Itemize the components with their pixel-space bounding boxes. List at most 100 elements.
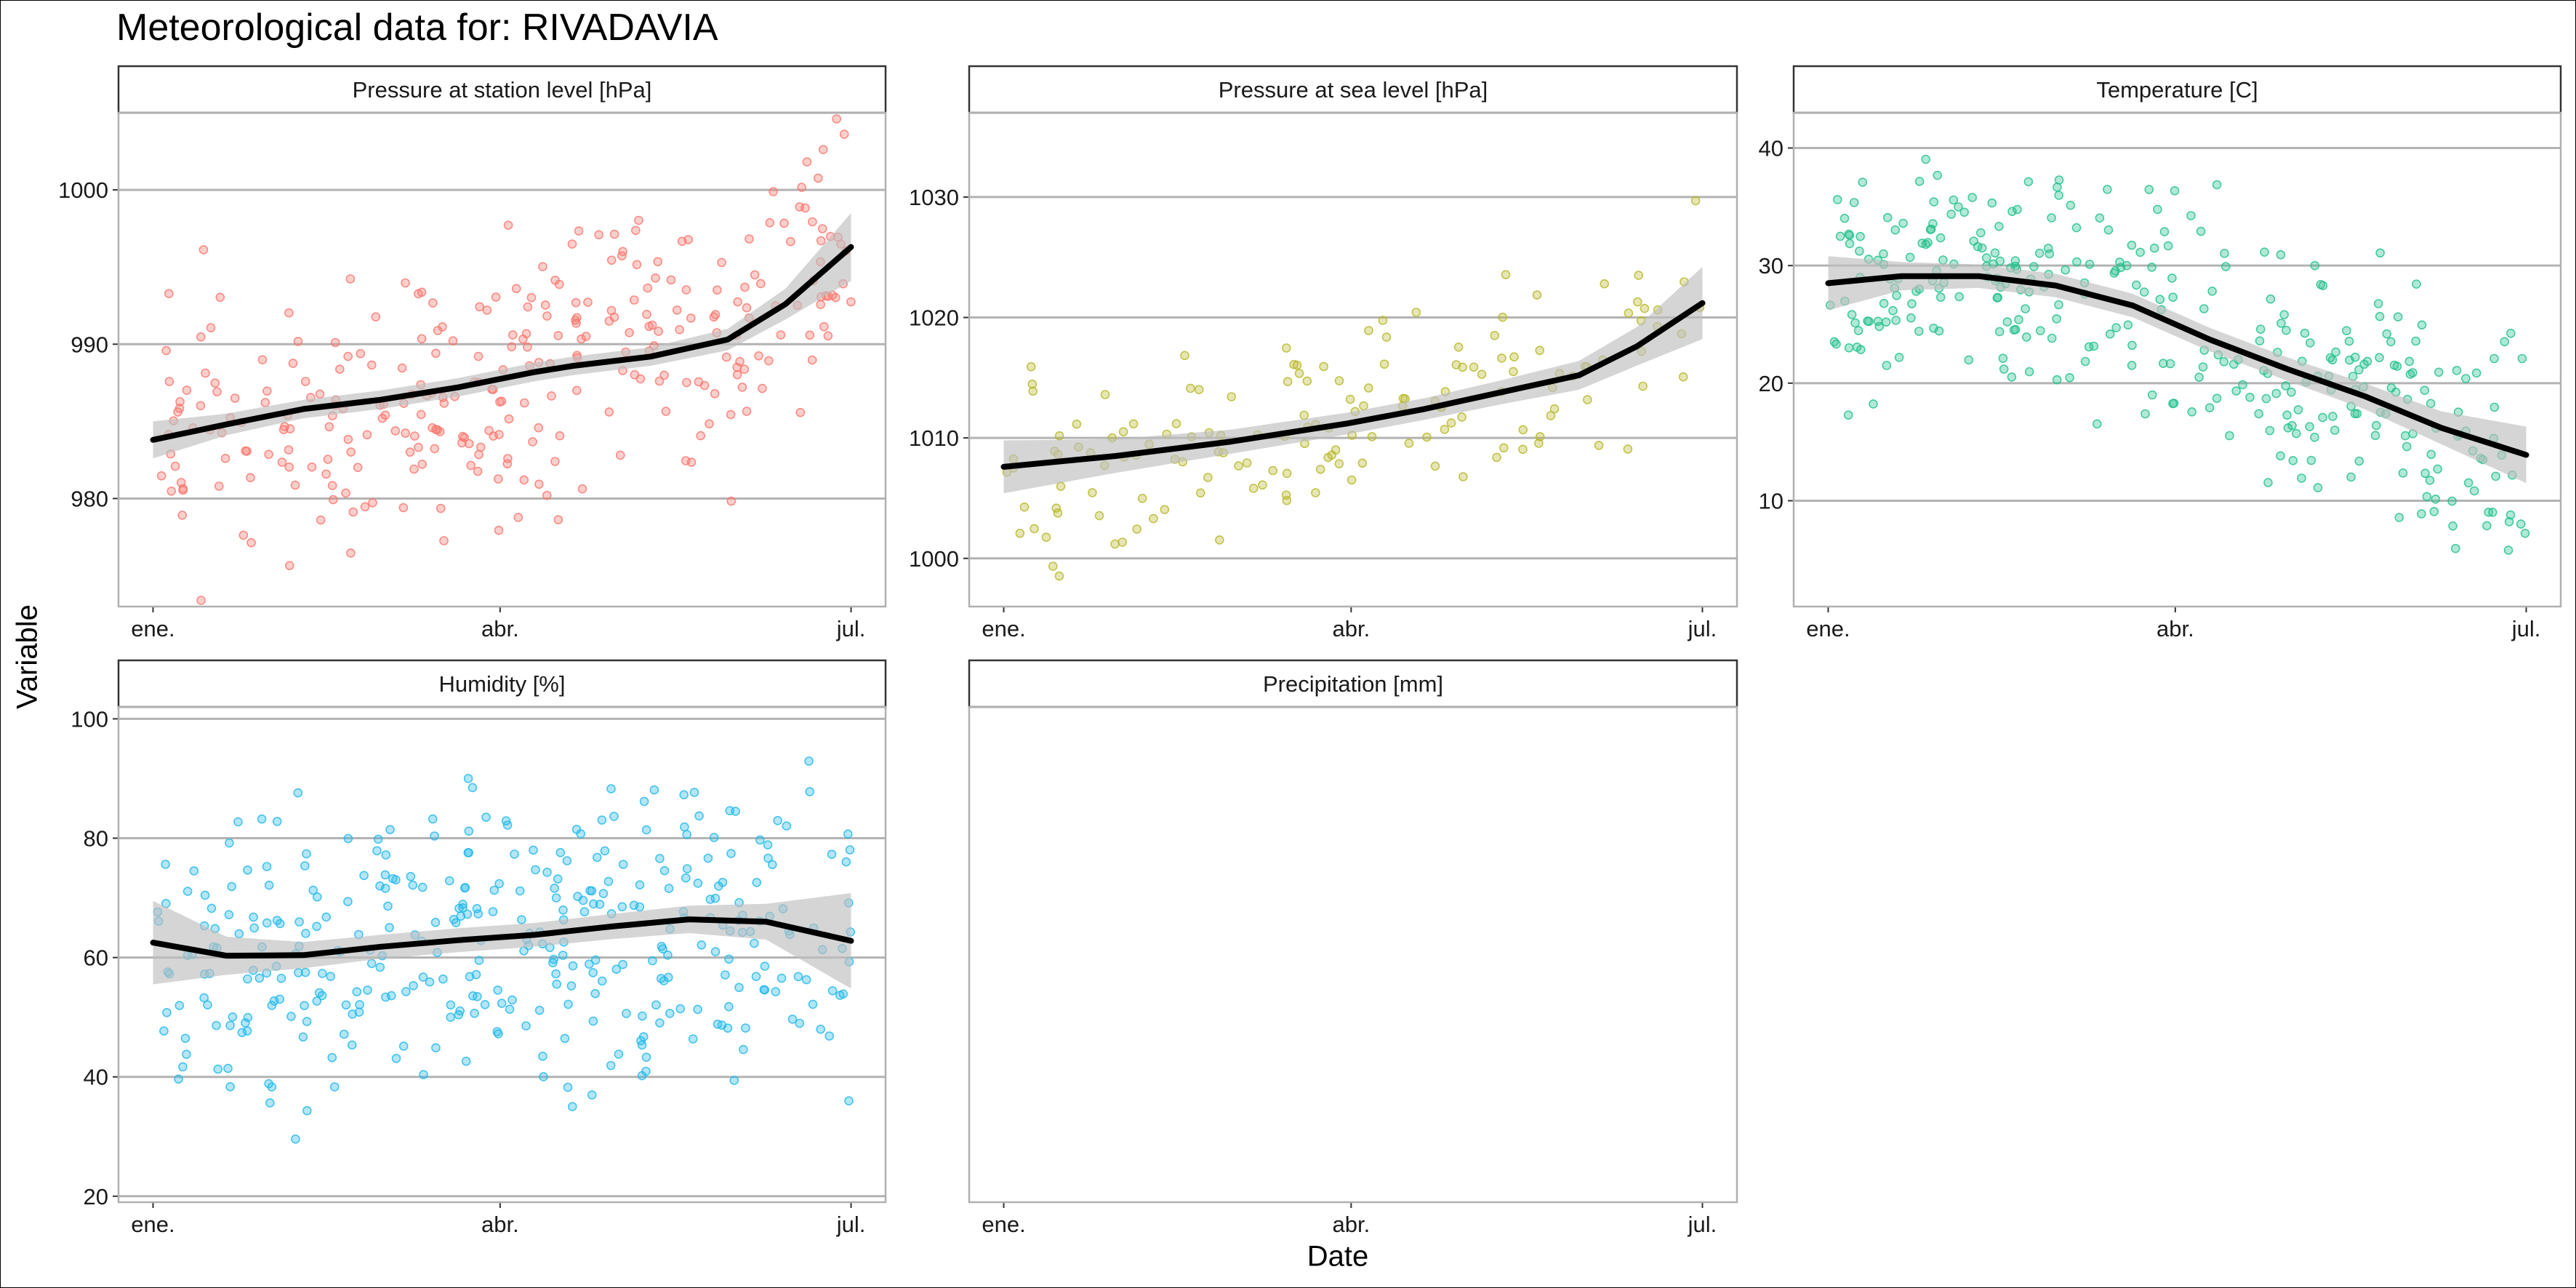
data-point: [2072, 257, 2082, 267]
data-point: [1882, 212, 1893, 223]
data-point: [2198, 362, 2208, 372]
data-point: [1357, 458, 1368, 468]
data-point: [710, 310, 721, 319]
data-point: [2111, 266, 2120, 276]
data-point: [431, 1043, 441, 1052]
data-point: [1640, 303, 1650, 313]
data-point: [246, 537, 256, 548]
data-point: [2425, 476, 2435, 485]
data-point: [1054, 431, 1064, 441]
data-point: [210, 378, 220, 388]
data-point: [604, 407, 614, 417]
data-point: [468, 991, 478, 1001]
data-point: [2344, 336, 2354, 346]
data-point: [793, 972, 803, 982]
data-point: [571, 315, 580, 325]
data-point: [460, 433, 470, 443]
data-point: [341, 488, 350, 498]
data-point: [1498, 312, 1507, 322]
data-point: [632, 260, 642, 270]
data-point: [2463, 478, 2473, 488]
data-point: [262, 862, 272, 871]
data-point: [409, 981, 418, 991]
data-point: [316, 515, 326, 525]
data-point: [755, 835, 765, 845]
data-point: [428, 298, 438, 308]
data-point: [2429, 507, 2439, 516]
data-point: [1987, 198, 1997, 208]
data-point: [302, 849, 311, 859]
data-point: [786, 236, 795, 247]
data-point: [414, 442, 423, 452]
data-point: [1289, 359, 1299, 369]
data-point: [838, 989, 848, 999]
data-point: [609, 229, 619, 239]
x-tick-label: abr.: [1332, 616, 1370, 641]
data-point: [225, 1082, 235, 1092]
data-point: [2023, 177, 2034, 187]
data-point: [688, 1034, 698, 1044]
data-point: [225, 1020, 235, 1031]
data-point: [277, 457, 287, 467]
data-point: [2260, 247, 2269, 257]
data-point: [238, 530, 249, 540]
data-point: [1954, 292, 1964, 302]
data-point: [1849, 198, 1859, 207]
data-point: [214, 481, 224, 491]
data-point: [521, 1021, 531, 1031]
data-point: [2520, 528, 2530, 538]
smooth-line: [150, 916, 854, 959]
data-point: [2127, 340, 2137, 351]
data-point: [456, 911, 466, 921]
data-point: [710, 388, 720, 399]
data-point: [1242, 458, 1252, 468]
data-point: [563, 999, 573, 1009]
data-point: [212, 387, 222, 397]
data-point: [372, 846, 382, 856]
data-point: [471, 969, 481, 980]
data-point: [242, 1026, 252, 1036]
data-point: [2389, 360, 2399, 370]
data-point: [2084, 342, 2094, 352]
data-point: [510, 849, 519, 859]
data-point: [1869, 399, 1878, 409]
data-point: [301, 929, 310, 938]
data-point: [1678, 372, 1688, 382]
data-point: [1378, 316, 1388, 325]
data-point: [343, 351, 353, 361]
data-point: [808, 999, 818, 1009]
data-point: [1294, 369, 1304, 378]
data-point: [419, 1070, 428, 1079]
data-point: [286, 1012, 296, 1021]
data-point: [174, 404, 185, 413]
data-point: [846, 297, 856, 307]
data-point: [553, 874, 563, 884]
data-point: [1258, 480, 1267, 490]
data-point: [159, 1026, 169, 1036]
data-point: [1998, 353, 2008, 364]
data-point: [1882, 361, 1892, 370]
data-point: [579, 907, 590, 916]
data-point: [2488, 508, 2497, 517]
data-point: [1056, 481, 1066, 492]
data-point: [2132, 280, 2141, 290]
data-point: [416, 409, 426, 420]
data-point: [614, 1049, 624, 1059]
data-point: [606, 255, 617, 265]
data-point: [1299, 410, 1309, 420]
data-point: [262, 386, 272, 396]
data-point: [558, 905, 568, 915]
data-point: [178, 484, 188, 494]
smooth-line: [1825, 273, 2529, 458]
data-point: [488, 907, 498, 916]
data-point: [343, 897, 353, 906]
data-point: [293, 788, 303, 798]
data-point: [474, 449, 483, 460]
data-point: [659, 865, 670, 876]
data-point: [519, 475, 529, 485]
data-point: [288, 359, 298, 368]
data-point: [816, 1024, 825, 1034]
data-point: [703, 853, 713, 863]
data-point: [234, 929, 244, 939]
data-point: [655, 854, 665, 863]
